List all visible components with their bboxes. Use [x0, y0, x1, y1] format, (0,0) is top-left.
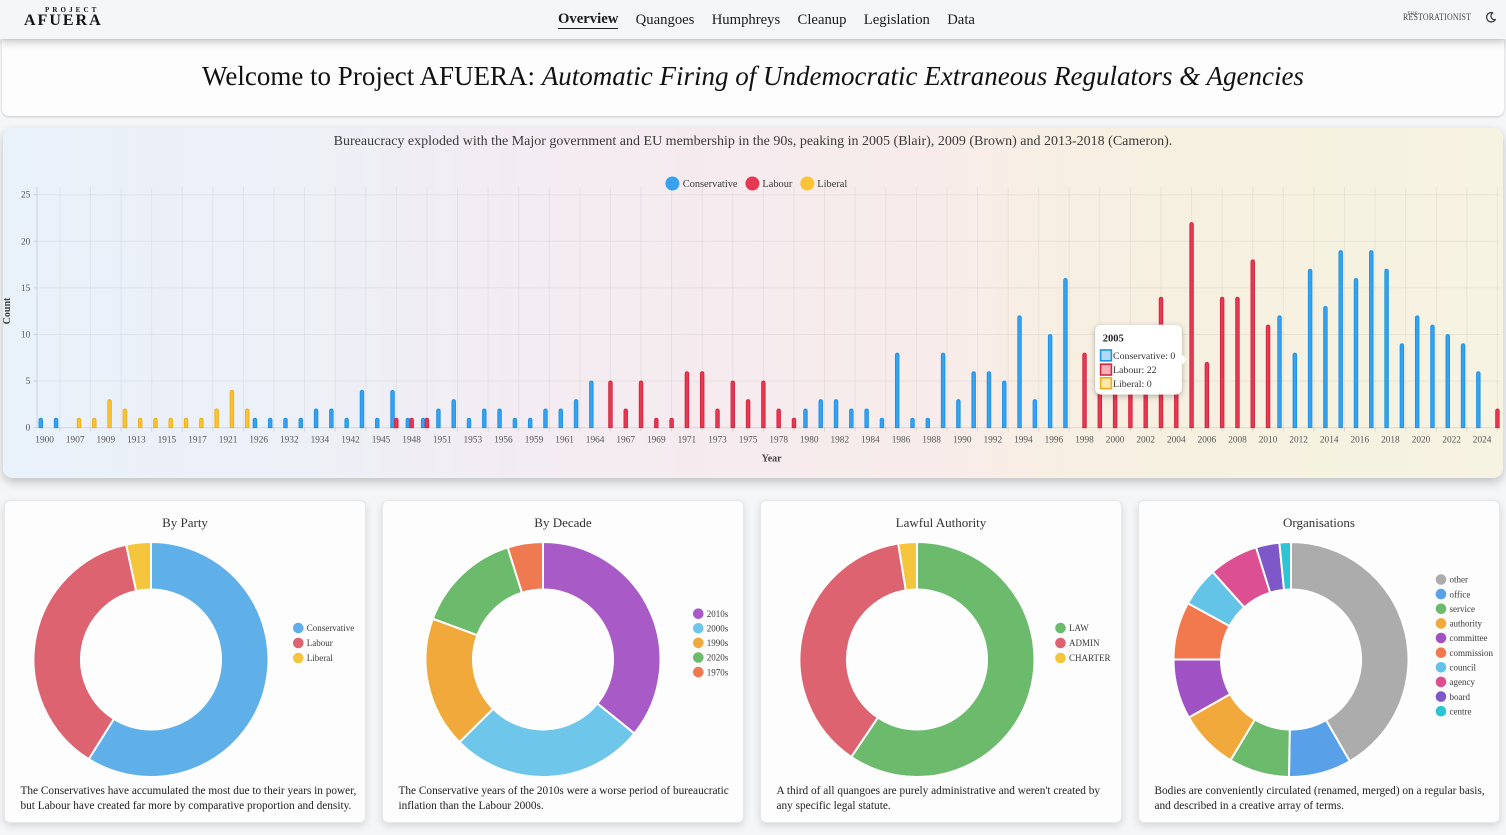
svg-text:service: service	[1450, 604, 1475, 614]
svg-text:2024: 2024	[1473, 436, 1492, 446]
svg-text:1934: 1934	[311, 436, 330, 446]
svg-text:1969: 1969	[647, 436, 666, 446]
svg-text:2014: 2014	[1320, 436, 1339, 446]
svg-text:1909: 1909	[97, 436, 116, 446]
svg-text:0: 0	[26, 424, 31, 434]
svg-text:council: council	[1450, 663, 1477, 673]
svg-text:1926: 1926	[249, 436, 268, 446]
svg-text:2005: 2005	[1103, 333, 1124, 344]
svg-text:1986: 1986	[892, 436, 911, 446]
svg-text:Conservative: 0: Conservative: 0	[1113, 351, 1175, 362]
svg-text:2002: 2002	[1136, 436, 1155, 446]
svg-text:1998: 1998	[1075, 436, 1094, 446]
svg-text:1990s: 1990s	[707, 638, 729, 648]
svg-text:1982: 1982	[831, 436, 850, 446]
svg-text:2022: 2022	[1442, 436, 1461, 446]
svg-text:Labour: 22: Labour: 22	[1113, 365, 1157, 376]
svg-text:Conservative: Conservative	[683, 179, 738, 190]
svg-text:Year: Year	[762, 454, 783, 465]
svg-text:1992: 1992	[984, 436, 1003, 446]
svg-text:other: other	[1450, 575, 1469, 585]
svg-text:1917: 1917	[188, 436, 207, 446]
svg-text:2012: 2012	[1289, 436, 1308, 446]
svg-text:Count: Count	[3, 297, 13, 324]
svg-text:1907: 1907	[66, 436, 85, 446]
svg-text:1951: 1951	[433, 436, 452, 446]
svg-text:1915: 1915	[158, 436, 177, 446]
svg-text:1984: 1984	[861, 436, 880, 446]
svg-text:CHARTER: CHARTER	[1069, 653, 1110, 663]
svg-text:Liberal: Liberal	[817, 179, 847, 190]
svg-text:1956: 1956	[494, 436, 513, 446]
svg-text:1961: 1961	[555, 436, 574, 446]
svg-text:Labour: Labour	[762, 179, 793, 190]
svg-text:15: 15	[21, 284, 31, 294]
svg-text:1970s: 1970s	[707, 667, 729, 677]
svg-text:1953: 1953	[464, 436, 483, 446]
svg-text:Liberal: 0: Liberal: 0	[1113, 379, 1152, 390]
svg-text:2006: 2006	[1198, 436, 1217, 446]
svg-text:5: 5	[26, 377, 31, 387]
svg-text:1959: 1959	[525, 436, 544, 446]
svg-text:1971: 1971	[678, 436, 697, 446]
svg-text:1994: 1994	[1014, 436, 1033, 446]
svg-text:1980: 1980	[800, 436, 819, 446]
svg-text:2020s: 2020s	[707, 653, 729, 663]
svg-text:1900: 1900	[35, 436, 54, 446]
svg-text:2016: 2016	[1351, 436, 1370, 446]
svg-text:2000: 2000	[1106, 436, 1125, 446]
svg-text:office: office	[1450, 589, 1471, 599]
svg-text:1988: 1988	[922, 436, 941, 446]
svg-text:1932: 1932	[280, 436, 299, 446]
svg-text:1913: 1913	[127, 436, 146, 446]
svg-text:1978: 1978	[769, 436, 788, 446]
svg-text:board: board	[1450, 692, 1471, 702]
svg-text:ADMIN: ADMIN	[1069, 638, 1100, 648]
svg-text:commission: commission	[1450, 648, 1494, 658]
svg-text:10: 10	[21, 331, 31, 341]
svg-text:1964: 1964	[586, 436, 605, 446]
svg-text:2004: 2004	[1167, 436, 1186, 446]
svg-text:centre: centre	[1450, 706, 1472, 716]
svg-text:1942: 1942	[341, 436, 360, 446]
svg-text:2008: 2008	[1228, 436, 1247, 446]
svg-text:agency: agency	[1450, 677, 1476, 687]
svg-text:1948: 1948	[402, 436, 421, 446]
svg-text:25: 25	[21, 191, 31, 201]
svg-text:1945: 1945	[372, 436, 391, 446]
svg-text:1975: 1975	[739, 436, 758, 446]
svg-text:2010s: 2010s	[707, 609, 729, 619]
svg-text:20: 20	[21, 237, 31, 247]
svg-text:1967: 1967	[616, 436, 635, 446]
svg-text:1990: 1990	[953, 436, 972, 446]
svg-text:Conservative: Conservative	[307, 623, 355, 633]
svg-text:2010: 2010	[1259, 436, 1278, 446]
svg-text:Liberal: Liberal	[307, 653, 333, 663]
svg-text:2018: 2018	[1381, 436, 1400, 446]
svg-text:2020: 2020	[1412, 436, 1431, 446]
svg-text:1996: 1996	[1045, 436, 1064, 446]
svg-text:committee: committee	[1450, 633, 1488, 643]
svg-text:authority: authority	[1450, 619, 1483, 629]
svg-text:1921: 1921	[219, 436, 238, 446]
svg-text:Labour: Labour	[307, 638, 333, 648]
svg-text:LAW: LAW	[1069, 623, 1089, 633]
svg-text:2000s: 2000s	[707, 624, 729, 634]
svg-text:1973: 1973	[708, 436, 727, 446]
